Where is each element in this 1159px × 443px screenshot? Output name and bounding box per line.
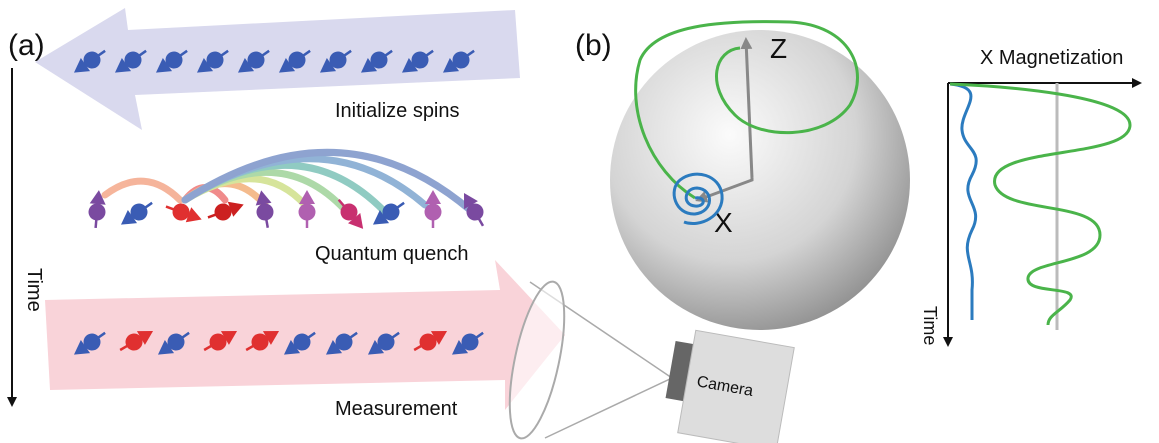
initialize-band <box>35 8 520 130</box>
spin <box>413 331 448 352</box>
spin <box>464 192 485 227</box>
spin <box>245 331 280 352</box>
z-axis <box>740 37 754 179</box>
bloch-sphere <box>610 30 910 330</box>
spin <box>278 49 311 73</box>
x-axis <box>695 178 754 203</box>
spin <box>73 331 106 355</box>
spin <box>401 49 434 73</box>
panel-label: (a) <box>8 29 45 62</box>
spin <box>165 203 202 223</box>
spin <box>360 49 393 73</box>
spin <box>237 49 270 73</box>
spin <box>114 49 147 73</box>
spin <box>196 49 229 73</box>
spin <box>120 201 153 225</box>
z-label: Z <box>770 33 787 64</box>
spin <box>155 49 188 73</box>
spin <box>157 331 190 355</box>
spin <box>88 190 106 229</box>
time-label: Time <box>23 268 45 312</box>
step-label: Quantum quench <box>315 243 468 265</box>
spin <box>424 190 442 228</box>
interaction-arcs <box>101 148 474 216</box>
spin <box>203 331 238 352</box>
spin <box>207 201 244 221</box>
spin <box>451 331 484 355</box>
x-label: X <box>714 207 733 238</box>
blue-trajectory <box>672 172 724 225</box>
plot-time-label: Time <box>920 306 940 345</box>
spin <box>298 190 316 228</box>
spin <box>119 331 154 352</box>
green-curve <box>949 82 1132 326</box>
spin <box>367 331 400 355</box>
camera: Camera <box>665 329 795 443</box>
spin <box>319 49 352 73</box>
spins <box>73 49 485 355</box>
spin <box>73 49 106 73</box>
spin <box>325 331 358 355</box>
spin <box>442 49 475 73</box>
step-label: Initialize spins <box>335 100 460 122</box>
plot-title: X Magnetization <box>980 47 1123 69</box>
step-label: Measurement <box>335 398 458 420</box>
spin <box>283 331 316 355</box>
spin <box>337 198 364 229</box>
green-trajectory <box>634 20 859 200</box>
spin <box>372 201 405 225</box>
spin <box>255 190 274 228</box>
blue-curve <box>949 82 978 320</box>
panel-label: (b) <box>575 29 612 62</box>
